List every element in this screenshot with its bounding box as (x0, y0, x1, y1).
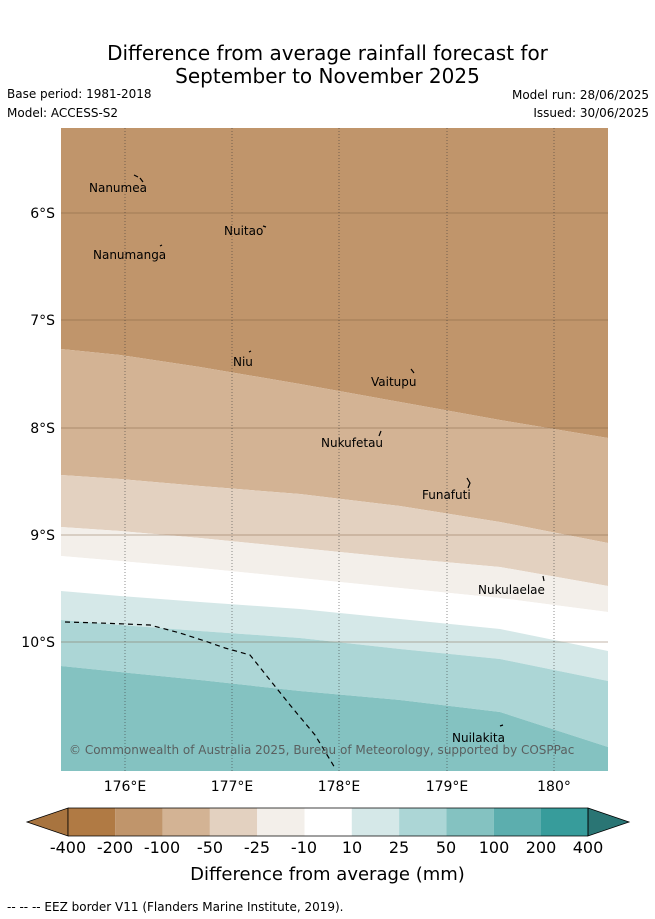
colorbar-label: -400 (49, 838, 87, 857)
copyright-notice: © Commonwealth of Australia 2025, Bureau… (69, 743, 574, 757)
colorbar-label: -50 (196, 838, 224, 857)
colorbar-swatch (209, 808, 258, 836)
issued-date: Issued: 30/06/2025 (533, 106, 649, 120)
band-plus-25 (61, 620, 608, 747)
lat-label-9s: 9°S (30, 528, 55, 544)
longitude-gridlines (124, 128, 555, 771)
place-nuilakita: Nuilakita (452, 731, 505, 745)
band-minus-200 (61, 128, 608, 438)
place-nanumanga: Nanumanga (93, 248, 166, 262)
band-minus-50 (61, 475, 608, 586)
lon-label-179e: 179°E (426, 779, 469, 795)
colorbar-swatch (351, 808, 400, 836)
colorbar-label: 400 (572, 838, 604, 857)
lon-label-180: 180° (537, 779, 571, 795)
colorbar (25, 807, 631, 837)
lon-label-176e: 176°E (104, 779, 147, 795)
place-nukufetau: Nukufetau (321, 436, 383, 450)
colorbar-swatch (68, 808, 116, 836)
colorbar-extend-low (25, 807, 69, 837)
island-outlines (133, 174, 545, 727)
colorbar-label: 25 (388, 838, 410, 857)
lat-label-10s: 10°S (21, 635, 55, 651)
colorbar-label: 100 (478, 838, 510, 857)
eez-legend-note: -- -- -- EEZ border V11 (Flanders Marine… (7, 900, 344, 914)
model-name: Model: ACCESS-S2 (7, 106, 119, 120)
colorbar-swatch (304, 808, 352, 836)
band-plus-10 (61, 591, 608, 681)
colorbar-swatch (446, 808, 494, 836)
eez-border (64, 621, 336, 769)
band-plus-50 (61, 666, 608, 771)
band-minus-25 (61, 527, 608, 612)
place-nanumea: Nanumea (89, 181, 147, 195)
colorbar-label: 200 (525, 838, 557, 857)
place-niu: Niu (233, 355, 253, 369)
band-minus-100 (61, 349, 608, 543)
model-run: Model run: 28/06/2025 (511, 88, 649, 102)
lat-label-7s: 7°S (30, 313, 55, 329)
lon-label-178e: 178°E (318, 779, 361, 795)
colorbar-label: -10 (290, 838, 318, 857)
place-funafuti: Funafuti (422, 488, 471, 502)
colorbar-label: 50 (435, 838, 457, 857)
map-title-line2: September to November 2025 (175, 64, 480, 88)
place-nukulaelae: Nukulaelae (478, 583, 545, 597)
colorbar-swatch (257, 808, 305, 836)
lon-label-177e: 177°E (211, 779, 254, 795)
place-nuitao: Nuitao (224, 224, 263, 238)
colorbar-swatch (115, 808, 163, 836)
colorbar-swatch (162, 808, 210, 836)
base-period: Base period: 1981-2018 (7, 87, 152, 101)
place-vaitupu: Vaitupu (371, 375, 417, 389)
map-title-line1: Difference from average rainfall forecas… (107, 41, 548, 65)
colorbar-swatch (399, 808, 447, 836)
lat-label-8s: 8°S (30, 421, 55, 437)
colorbar-extend-high (587, 807, 631, 837)
colorbar-label: -100 (143, 838, 181, 857)
colorbar-title: Difference from average (mm) (190, 864, 465, 885)
colorbar-swatch (541, 808, 588, 836)
latitude-gridlines (61, 212, 608, 643)
colorbar-swatch (493, 808, 541, 836)
lat-label-6s: 6°S (30, 206, 55, 222)
colorbar-label: -25 (243, 838, 271, 857)
colorbar-label: 10 (341, 838, 363, 857)
colorbar-label: -200 (96, 838, 134, 857)
band-minus-10 (61, 556, 608, 651)
